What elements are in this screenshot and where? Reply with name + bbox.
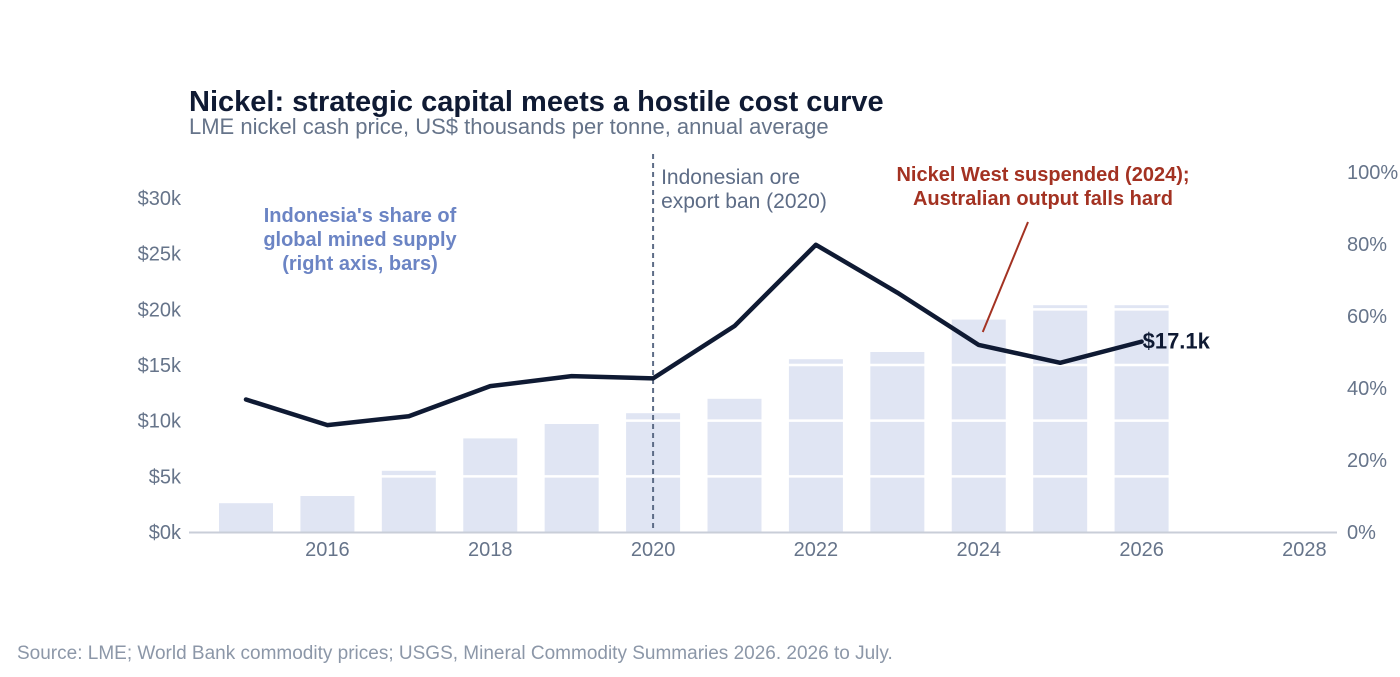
indonesia-share-label: global mined supply xyxy=(263,229,457,251)
x-tick-label: 2018 xyxy=(468,539,513,561)
left-axis: $0k $5k $10k $15k $20k $25k $30k xyxy=(138,188,182,544)
indonesia-share-label: (right axis, bars) xyxy=(282,253,438,275)
left-tick-label: $30k xyxy=(138,188,182,210)
right-tick-label: 60% xyxy=(1347,306,1387,328)
right-tick-label: 0% xyxy=(1347,522,1376,544)
chart-title: Nickel: strategic capital meets a hostil… xyxy=(189,86,884,118)
x-tick-label: 2020 xyxy=(631,539,676,561)
x-tick-label: 2024 xyxy=(957,539,1002,561)
right-tick-label: 20% xyxy=(1347,450,1387,472)
x-axis-ticks: 2016 2018 2020 2022 2024 2026 2028 xyxy=(305,539,1327,561)
share-bar xyxy=(218,503,273,532)
export-ban-label: export ban (2020) xyxy=(661,190,827,213)
share-bar xyxy=(870,352,925,532)
left-tick-label: $0k xyxy=(149,522,182,544)
share-bar xyxy=(951,319,1006,532)
price-series xyxy=(243,242,1144,428)
nickel-west-label: Nickel West suspended (2024); xyxy=(896,164,1189,186)
left-tick-label: $5k xyxy=(149,466,182,488)
nickel-west-label: Australian output falls hard xyxy=(913,188,1173,210)
x-tick-label: 2016 xyxy=(305,539,350,561)
right-tick-label: 80% xyxy=(1347,234,1387,256)
share-bar xyxy=(300,496,355,532)
left-tick-label: $15k xyxy=(138,355,182,377)
x-tick-label: 2026 xyxy=(1119,539,1164,561)
share-bars xyxy=(218,305,1169,532)
nickel-west-pointer xyxy=(981,221,1029,333)
share-bar xyxy=(788,359,843,532)
left-tick-label: $25k xyxy=(138,244,182,266)
x-tick-label: 2028 xyxy=(1282,539,1327,561)
share-bar xyxy=(381,470,436,532)
price-line xyxy=(243,242,1144,428)
share-bar xyxy=(463,438,518,532)
end-value-label: $17.1k xyxy=(1143,329,1211,354)
export-ban-label: Indonesian ore xyxy=(661,166,800,189)
share-bar xyxy=(544,424,599,532)
chart-subtitle: LME nickel cash price, US$ thousands per… xyxy=(189,114,829,139)
source-note: Source: LME; World Bank commodity prices… xyxy=(17,643,893,664)
indonesia-share-label: Indonesia's share of xyxy=(264,205,457,227)
x-tick-label: 2022 xyxy=(794,539,839,561)
share-bar xyxy=(707,398,762,532)
left-tick-label: $10k xyxy=(138,411,182,433)
share-bar xyxy=(1033,305,1088,532)
right-tick-label: 40% xyxy=(1347,378,1387,400)
right-tick-label: 100% xyxy=(1347,162,1398,184)
right-axis: 0% 20% 40% 60% 80% 100% xyxy=(1347,162,1398,544)
left-tick-label: $20k xyxy=(138,299,182,321)
